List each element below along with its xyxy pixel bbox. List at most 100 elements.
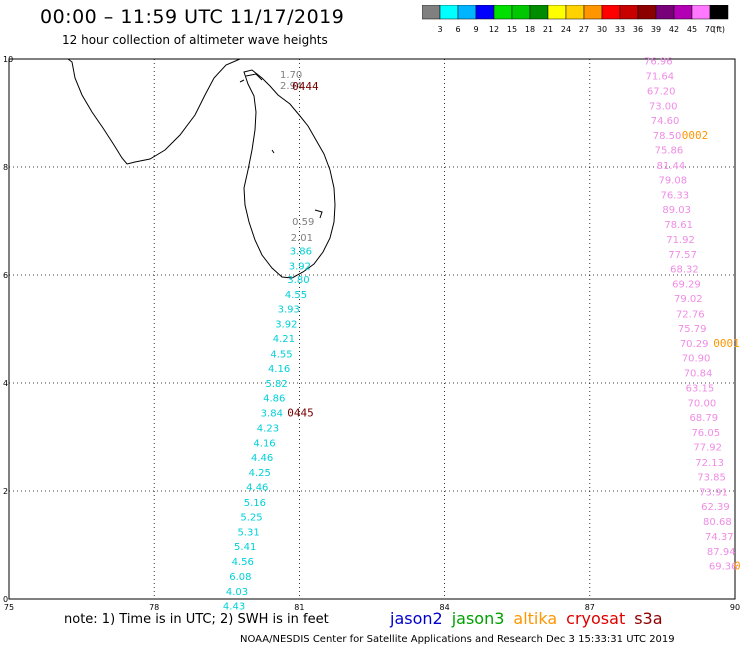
legend-label: 36 (633, 25, 643, 34)
swh-value: 68.32 (670, 265, 699, 276)
credit-line: NOAA/NESDIS Center for Satellite Applica… (240, 634, 675, 645)
lat-tick-label: 6 (3, 271, 8, 280)
legend-label: 3 (437, 25, 442, 34)
pass-number: 000 (734, 560, 740, 573)
pass-labels: 044404450446044700020001000 (287, 80, 740, 573)
swh-value: 63.15 (686, 383, 715, 394)
swh-value: 71.92 (666, 235, 695, 246)
swh-value: 75.86 (655, 146, 684, 157)
coastline (67, 58, 336, 279)
sri-lanka-coastline (243, 69, 336, 279)
lat-tick-label: 4 (3, 379, 8, 388)
swh-value: 76.05 (691, 428, 720, 439)
swh-value: 81.44 (657, 161, 686, 172)
track-west-cyan: 3.86 3.92 3.80 4.55 3.93 3.92 4.21 4.55 4.16 5.82… (223, 247, 312, 610)
swh-value: 77.92 (693, 443, 722, 454)
swh-value: 3.93 (278, 304, 300, 315)
lon-tick-label: 84 (440, 603, 450, 610)
swh-value: 4.43 (223, 601, 245, 610)
swh-value: 5.16 (244, 498, 266, 509)
satellite-jason2: jason2 (390, 609, 443, 628)
swh-value: 5.31 (237, 528, 259, 539)
legend-label: 27 (579, 25, 589, 34)
legend-label: 12 (489, 25, 499, 34)
track-east-pink: 76.96 71.64 67.20 73.00 74.60 78.50 75.86 81.44… (644, 57, 737, 573)
satellite-jason3: jason3 (451, 609, 505, 628)
altimeter-tracks: 1.702.94 0.59 2.01 3.86 3.92 3.80 4.55 3.93 3.92… (223, 57, 738, 610)
swh-value: 4.55 (285, 290, 307, 301)
pass-number: 0002 (682, 129, 709, 142)
footnote: note: 1) Time is in UTC; 2) SWH is in fe… (64, 612, 329, 627)
swh-value: 79.08 (659, 175, 688, 186)
track-west-gray: 1.702.94 0.59 2.01 (280, 70, 314, 244)
pass-number: 0001 (713, 337, 740, 350)
legend-label: 18 (525, 25, 535, 34)
satellite-s3a: s3a (634, 609, 663, 628)
swh-value: 4.46 (251, 453, 273, 464)
swh-value: 76.96 (644, 57, 673, 68)
legend-label: 21 (543, 25, 553, 34)
legend-label: 9 (473, 25, 478, 34)
legend-label: 45 (687, 25, 697, 34)
lat-tick-label: 8 (3, 163, 8, 172)
swh-value: 4.16 (268, 364, 290, 375)
pass-number: 0445 (287, 407, 314, 420)
swh-value: 78.50 (653, 131, 682, 142)
swh-value: 68.79 (690, 413, 719, 424)
swh-value: 70.90 (682, 354, 711, 365)
swh-value: 70.29 (680, 339, 709, 350)
legend-label: 24 (561, 25, 571, 34)
swh-value: 67.20 (647, 86, 676, 97)
swh-value: 4.25 (249, 468, 271, 479)
swh-value: 5.41 (234, 542, 256, 553)
lon-tick-label: 75 (4, 603, 14, 610)
lon-tick-label: 81 (294, 603, 304, 610)
axis-ticks: 75 78 81 84 87 90 0 2 4 6 8 10 (3, 55, 740, 610)
swh-value: 4.23 (257, 423, 279, 434)
swh-value: 87.94 (707, 547, 736, 558)
swh-value: 3.86 (290, 247, 312, 258)
pass-number: 0444 (292, 80, 319, 93)
swh-value: 89.03 (662, 205, 691, 216)
chart-title: 00:00 – 11:59 UTC 11/17/2019 (40, 6, 345, 28)
swh-value: 4.03 (226, 587, 248, 598)
swh-value: 4.21 (273, 334, 295, 345)
legend-label: 42 (669, 25, 679, 34)
legend-label: 39 (651, 25, 661, 34)
legend-label: 30 (597, 25, 607, 34)
swh-value: 74.37 (705, 532, 734, 543)
lon-tick-label: 78 (149, 603, 159, 610)
lat-tick-label: 10 (3, 55, 13, 64)
wave-height-map: 75 78 81 84 87 90 0 2 4 6 8 10 1.702.94 0.59 2.01 3.86… (3, 55, 740, 610)
swh-value: 71.64 (645, 72, 674, 83)
color-legend: 3 6 9 12 15 18 21 24 27 30 33 36 39 42 45 70(ft) (422, 5, 729, 34)
swh-value: 4.16 (253, 438, 275, 449)
map-frame (8, 58, 736, 600)
swh-value: 3.92 (275, 320, 297, 331)
lat-tick-label: 0 (3, 595, 8, 604)
swh-value: 3.80 (287, 275, 309, 286)
swh-value: 6.08 (229, 572, 251, 583)
india-coastline (67, 58, 241, 165)
map-gridlines (9, 59, 735, 599)
legend-swatch (709, 5, 729, 20)
legend-label: (ft) (713, 25, 725, 34)
legend-label: 6 (455, 25, 460, 34)
swh-value: 70.84 (684, 369, 713, 380)
swh-value: 74.60 (651, 116, 680, 127)
swh-value: 77.57 (668, 250, 697, 261)
swh-value: 72.13 (695, 458, 724, 469)
swh-value: 1.70 (280, 70, 302, 81)
lon-tick-label: 87 (585, 603, 595, 610)
chart-subtitle: 12 hour collection of altimeter wave hei… (62, 33, 328, 47)
swh-value: 3.84 (261, 409, 283, 420)
satellite-altika: altika (513, 609, 558, 628)
swh-value: 0.59 (292, 217, 314, 228)
swh-value: 73.91 (699, 488, 728, 499)
east-coast-islets (271, 149, 323, 219)
swh-value: 3.92 (289, 261, 311, 272)
satellite-cryosat: cryosat (566, 609, 626, 628)
swh-value: 4.46 (246, 483, 268, 494)
swh-value: 79.02 (674, 294, 703, 305)
jaffna-islands (239, 73, 263, 83)
